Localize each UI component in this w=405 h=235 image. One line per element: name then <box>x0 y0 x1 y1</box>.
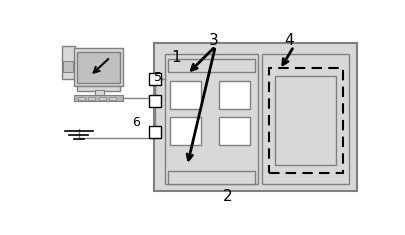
Bar <box>62 46 75 79</box>
Bar <box>165 54 258 184</box>
Bar <box>88 97 95 100</box>
Bar <box>149 126 162 138</box>
Bar <box>168 171 255 184</box>
Bar <box>219 81 250 109</box>
Bar <box>109 97 116 100</box>
Bar <box>275 76 336 165</box>
Bar <box>262 54 349 184</box>
Text: 5: 5 <box>154 70 162 84</box>
Bar <box>99 97 106 100</box>
Text: 2: 2 <box>223 189 233 204</box>
Text: 1: 1 <box>171 50 181 65</box>
Bar <box>269 68 343 173</box>
Bar <box>219 117 250 145</box>
Bar <box>77 52 120 83</box>
Bar <box>149 95 162 107</box>
Bar <box>170 117 201 145</box>
Bar <box>154 43 357 191</box>
Text: 4: 4 <box>284 33 294 48</box>
Text: 6: 6 <box>132 116 140 129</box>
Bar <box>63 61 73 72</box>
Bar <box>77 86 120 91</box>
Bar <box>74 95 123 101</box>
Bar <box>78 97 85 100</box>
Text: 3: 3 <box>209 33 219 48</box>
Bar <box>94 90 104 96</box>
Bar <box>149 73 162 85</box>
Bar <box>168 59 255 72</box>
Bar <box>74 48 123 86</box>
Bar <box>170 81 201 109</box>
